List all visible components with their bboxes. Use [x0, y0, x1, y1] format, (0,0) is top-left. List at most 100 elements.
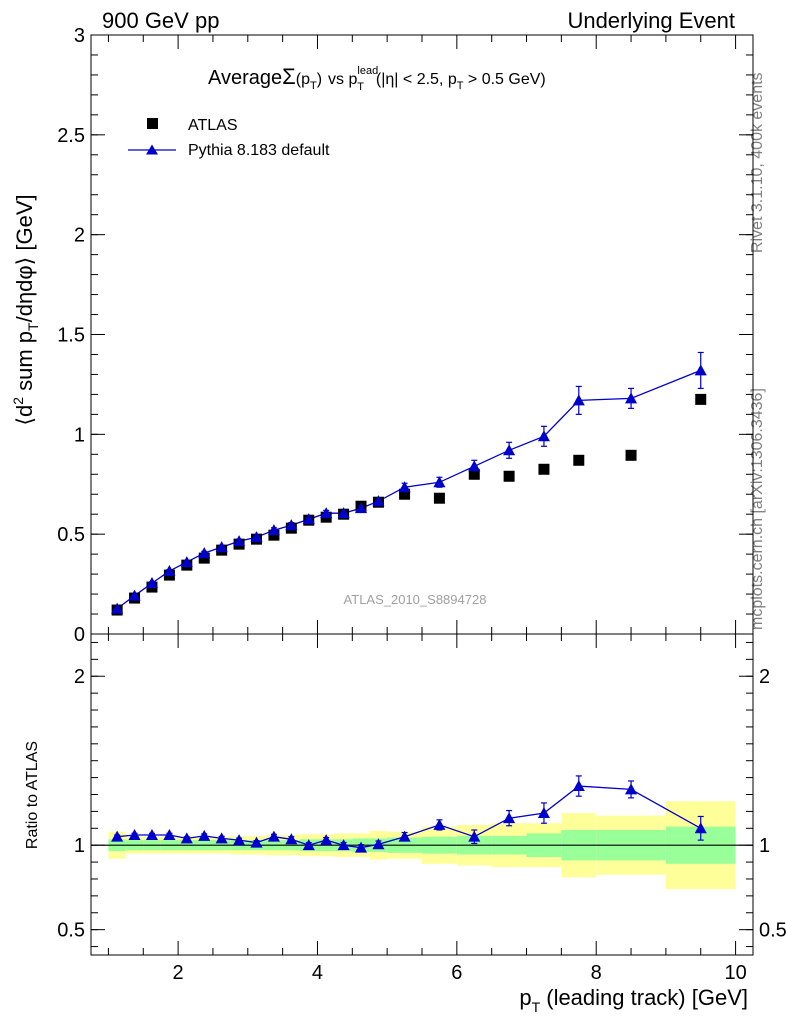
legend: ATLAS Pythia 8.183 default [128, 117, 330, 159]
main-ylabel: ⟨d2 sum pT/dηdφ⟩ [GeV] [10, 194, 41, 425]
pythia-ratio-point [694, 822, 707, 834]
ylabel-mid: sum p [12, 331, 37, 397]
title-sup: lead [357, 65, 378, 77]
pythia-ratio-point [145, 828, 159, 840]
title-cuts-1: (|η| < 2.5, p [376, 71, 457, 88]
pythia-ratio-point [433, 818, 446, 830]
pythia-main-point [250, 531, 263, 543]
ylabel-open: ⟨d [12, 405, 37, 426]
atlas-data-point [198, 552, 210, 564]
pythia-ratio-point [320, 834, 333, 846]
xlabel-sub: T [532, 999, 541, 1015]
ratio-xtick-label: 10 [724, 962, 746, 984]
ratio-ytick-label-right: 2 [759, 666, 770, 688]
pythia-main-point [354, 502, 368, 514]
legend-atlas-label: ATLAS [188, 117, 238, 134]
legend-pythia-marker [146, 144, 158, 155]
pythia-ratio-point [398, 830, 411, 842]
title-sigma-close: ) [317, 71, 322, 88]
main-ytick-label: 0 [74, 624, 85, 646]
pythia-main-point [163, 565, 176, 577]
pythia-main-point [337, 507, 350, 519]
main-ytick-label: 0.5 [57, 524, 85, 546]
atlas-data-point [695, 393, 707, 405]
title-vs: vs p [328, 71, 357, 88]
pythia-ratio-point [198, 829, 211, 841]
header-left: 900 GeV pp [102, 8, 219, 33]
pythia-ratio-point [233, 834, 246, 846]
ratio-axes-layer: 0.5 0.5 1 1 2 2 2 4 6 8 10 [57, 633, 786, 984]
pythia-main-point [537, 430, 550, 442]
ratio-ytick-label: 0.5 [57, 920, 85, 942]
pythia-main-point [503, 444, 516, 456]
pythia-main-point [285, 519, 298, 531]
pythia-ratio-point [215, 832, 228, 844]
pythia-main-point [180, 556, 193, 568]
pythia-main-point [468, 460, 481, 472]
xlabel-rest: (leading track) [GeV] [540, 985, 748, 1010]
title-average: Average [208, 67, 282, 89]
title-cuts-2: > 0.5 GeV) [463, 71, 545, 88]
pythia-ratio-point [337, 839, 350, 851]
atlas-data-point [433, 492, 445, 504]
ylabel-sub: T [25, 322, 41, 331]
title-sigma-open: (p [296, 71, 310, 88]
ratio-ytick-label-right: 0.5 [759, 920, 786, 942]
atlas-data-point [268, 529, 280, 541]
pythia-ratio-point [285, 833, 298, 845]
atlas-data-point [625, 449, 637, 461]
ratio-xtick-label: 8 [591, 962, 602, 984]
pythia-main-point [233, 535, 246, 547]
atlas-data-point [468, 468, 480, 480]
ylabel-close: /dηdφ⟩ [GeV] [12, 194, 37, 322]
header-right: Underlying Event [567, 8, 735, 33]
pythia-ratio-point [302, 839, 315, 851]
title-sigma: Σ [282, 64, 296, 89]
pythia-ratio-point [180, 832, 193, 844]
pythia-ratio-point [625, 783, 638, 795]
xlabel: pT (leading track) [GeV] [519, 985, 748, 1015]
main-axes-layer: 0 0.5 1 1.5 2 2.5 3 [57, 25, 754, 646]
pythia-ratio-point [250, 836, 263, 848]
pythia-main-point [198, 547, 211, 559]
atlas-data-point [573, 454, 585, 466]
ratio-xtick-label: 6 [451, 962, 462, 984]
rivet-label: Rivet 3.1.10, 400k events [749, 72, 766, 253]
pythia-main-point [625, 392, 638, 404]
pythia-ratio-point [267, 830, 280, 842]
ratio-ylabel: Ratio to ATLAS [24, 741, 41, 849]
title-sub: T [357, 81, 364, 93]
main-ytick-label: 1.5 [57, 325, 85, 347]
ratio-xtick-label: 2 [173, 962, 184, 984]
pythia-main-point [398, 481, 411, 493]
ratio-ytick-label: 2 [74, 666, 85, 688]
ylabel-sup: 2 [10, 397, 26, 405]
pythia-ratio-point [372, 838, 385, 850]
ratio-bands-layer [91, 801, 753, 890]
pythia-main-point [372, 495, 385, 507]
ratio-ytick-label-right: 1 [759, 835, 770, 857]
ratio-xtick-label: 4 [312, 962, 323, 984]
pythia-ratio-point [163, 828, 176, 840]
atlas-data-point [538, 463, 550, 475]
pythia-ratio-point [537, 807, 550, 819]
title-cuts-sub: T [457, 80, 464, 92]
atlas-data-point [399, 488, 411, 500]
main-ytick-label: 2.5 [57, 125, 85, 147]
ratio-ytick-label: 1 [74, 835, 85, 857]
pythia-ratio-point [468, 830, 481, 842]
main-title: AverageΣ(pT) vs plead T (|η| < 2.5, pT > 0.… [208, 64, 546, 93]
pythia-main-point [302, 513, 315, 525]
analysis-id: ATLAS_2010_S8894728 [344, 592, 487, 607]
pythia-ratio-point [503, 812, 516, 824]
xlabel-p: p [519, 985, 531, 1010]
atlas-data-point [503, 470, 515, 482]
pythia-ratio-point [128, 828, 141, 840]
pythia-main-point [572, 394, 585, 406]
main-ytick-label: 3 [74, 25, 85, 47]
title-sigma-sub: T [310, 80, 317, 92]
pythia-main-point [433, 476, 446, 488]
pythia-ratio-point [572, 780, 585, 792]
pythia-main-point [128, 589, 141, 601]
